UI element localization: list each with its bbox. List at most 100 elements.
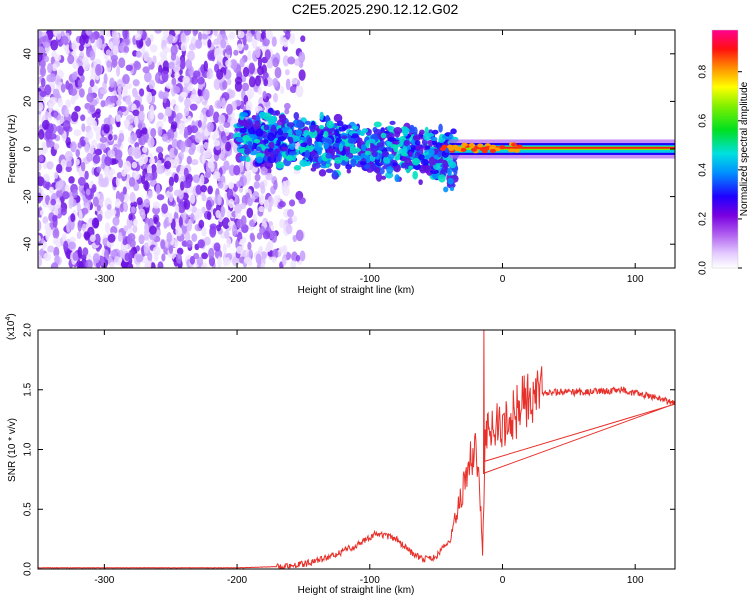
heatmap-cell	[201, 252, 209, 260]
heatmap-cell	[147, 190, 153, 199]
heatmap-cell	[408, 151, 413, 157]
heatmap-cell	[95, 108, 101, 115]
heatmap-cell	[71, 40, 79, 52]
heatmap-cell	[144, 172, 153, 181]
heatmap-cell	[104, 155, 112, 167]
heatmap-cell	[286, 209, 294, 218]
heatmap-cell	[38, 171, 41, 178]
heatmap-cell	[260, 262, 266, 268]
heatmap-cell	[143, 198, 151, 208]
heatmap-cell	[317, 133, 322, 143]
heatmap-cell	[119, 203, 125, 213]
heatmap-cell	[199, 145, 205, 155]
heatmap-cell	[84, 143, 90, 153]
heatmap-cell	[260, 185, 266, 194]
heatmap-cell	[103, 117, 111, 126]
heatmap-cell	[81, 123, 86, 133]
heatmap-cell	[282, 185, 290, 197]
heatmap-cell	[173, 66, 179, 73]
heatmap-cell	[152, 170, 158, 180]
heatmap-cell	[173, 148, 178, 156]
heatmap-cell	[117, 92, 123, 101]
heatmap-cell	[122, 30, 128, 40]
heatmap-cell	[64, 150, 73, 162]
heatmap-cell	[132, 79, 140, 87]
heatmap-cell	[256, 30, 261, 42]
heatmap-cell	[428, 147, 435, 157]
heatmap-cell	[213, 129, 220, 138]
heatmap-cell	[334, 156, 343, 164]
heatmap-cell	[41, 119, 50, 130]
heatmap-cell	[168, 212, 173, 224]
heatmap-cell	[68, 241, 76, 250]
heatmap-cell	[103, 165, 110, 177]
heatmap-cell	[423, 132, 431, 141]
heatmap-cell	[215, 209, 221, 219]
heatmap-cell	[263, 139, 269, 144]
heatmap-cell	[283, 102, 291, 110]
heatmap-cell	[44, 221, 50, 233]
heatmap-cell	[154, 253, 159, 262]
colorbar-tick-label: 0.8	[698, 64, 709, 78]
heatmap-cell	[257, 66, 264, 76]
x-tick-label: -300	[94, 274, 114, 285]
heatmap-cell	[357, 137, 363, 143]
heatmap-cell	[189, 255, 196, 265]
heatmap-cell	[245, 156, 251, 163]
heatmap-cell	[133, 218, 138, 226]
heatmap-cell	[127, 124, 134, 132]
heatmap-cell	[202, 89, 210, 101]
heatmap-cell	[42, 160, 48, 170]
colorbar-gradient	[711, 29, 739, 269]
y-tick-label: -20	[23, 189, 34, 204]
heatmap-cell	[112, 134, 118, 141]
heatmap-cell	[47, 245, 55, 253]
heatmap-cell	[461, 142, 468, 147]
heatmap-cell	[186, 155, 192, 165]
heatmap-cell	[386, 125, 393, 131]
heatmap-cell	[60, 83, 66, 93]
heatmap-cell	[103, 123, 110, 134]
heatmap-cell	[89, 104, 96, 113]
heatmap-cell	[258, 111, 267, 119]
x-tick-label: -300	[94, 575, 114, 586]
heatmap-cell	[244, 147, 251, 155]
heatmap-cell	[256, 156, 264, 164]
heatmap-cell	[86, 92, 94, 103]
heatmap-cell	[257, 86, 262, 95]
heatmap-cell	[450, 128, 457, 135]
heatmap-cell	[183, 167, 189, 178]
heatmap-cell	[72, 62, 79, 69]
heatmap-cell	[92, 154, 101, 164]
heatmap-cell	[221, 97, 226, 110]
heatmap-cell	[74, 158, 80, 166]
heatmap-cell	[226, 188, 234, 201]
heatmap-cell	[206, 211, 212, 221]
heatmap-cell	[132, 109, 140, 117]
heatmap-cell	[317, 146, 323, 156]
heatmap-cell	[281, 126, 291, 132]
heatmap-cell	[287, 56, 296, 65]
heatmap-cell	[130, 206, 136, 214]
heatmap-cell	[99, 143, 107, 151]
heatmap-cell	[161, 253, 166, 262]
heatmap-cell	[48, 186, 54, 194]
heatmap-cell	[304, 120, 311, 126]
heatmap-cell	[77, 79, 82, 88]
heatmap-cell	[258, 245, 263, 253]
colorbar-ticks: 0.0 0.2 0.4 0.6 0.8	[698, 64, 742, 275]
heatmap-cell	[277, 136, 286, 142]
heatmap-cell	[139, 88, 145, 97]
y-tick-label: 40	[23, 48, 34, 60]
heatmap-cell	[285, 78, 291, 91]
heatmap-cell	[453, 169, 458, 176]
heatmap-cell	[161, 203, 169, 214]
heatmap-cell	[191, 159, 199, 166]
heatmap-cell	[144, 259, 152, 268]
heatmap-cell	[300, 142, 308, 147]
heatmap-cell	[176, 112, 183, 120]
colorbar: 0.0 0.2 0.4 0.6 0.8 Normalized spectral ampl…	[698, 29, 750, 275]
heatmap-cell	[262, 71, 269, 80]
heatmap-cell	[373, 121, 382, 128]
